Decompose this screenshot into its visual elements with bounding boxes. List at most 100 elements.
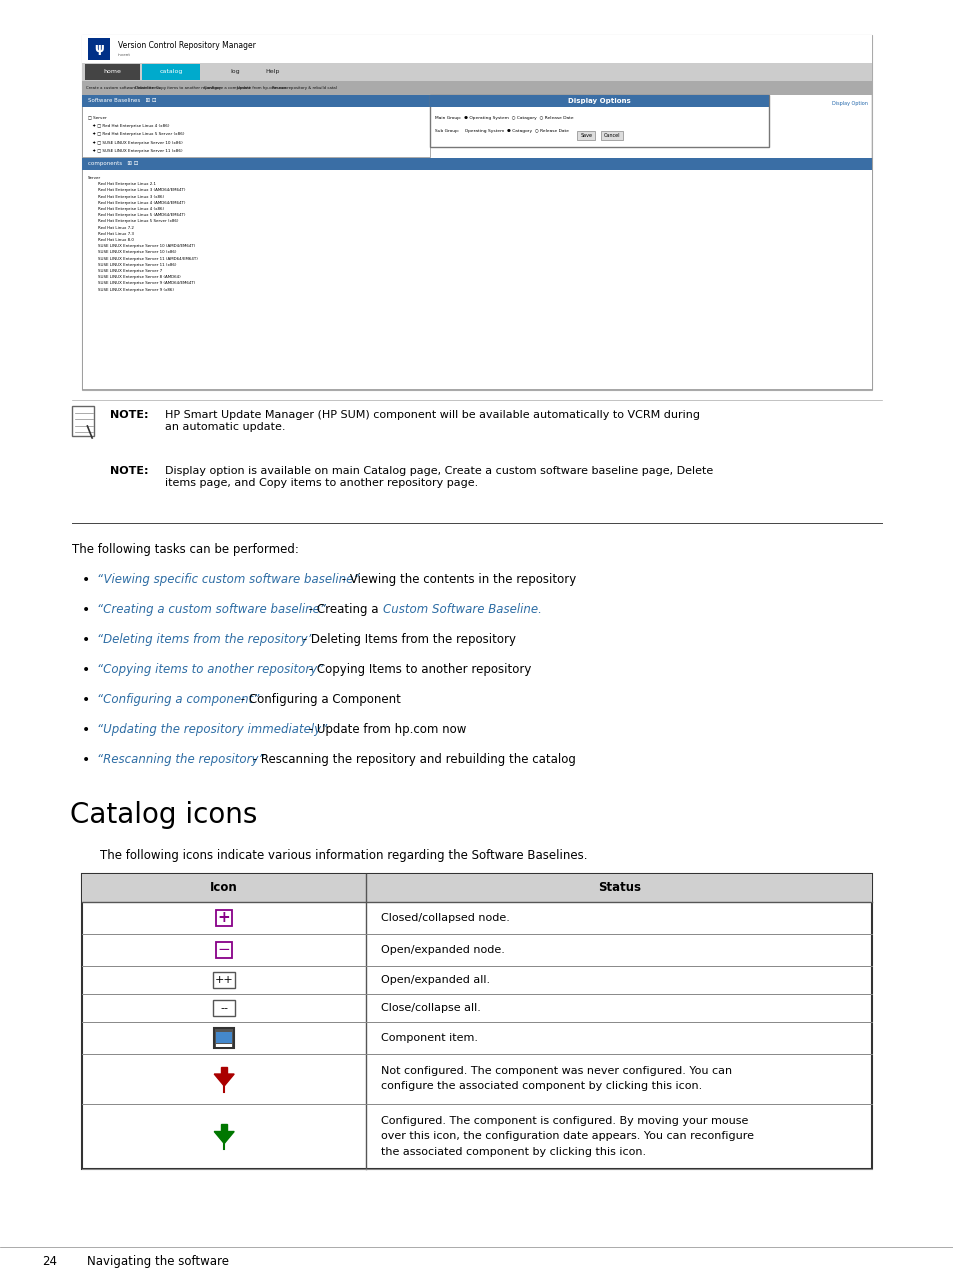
Text: Update from hp.com now: Update from hp.com now	[237, 86, 287, 90]
Text: home: home	[104, 70, 121, 75]
Text: SUSE LINUX Enterprise Server 9 (AMD64/EM64T): SUSE LINUX Enterprise Server 9 (AMD64/EM…	[98, 281, 195, 286]
Polygon shape	[221, 1125, 227, 1131]
Text: Main Group:  ● Operating System  ○ Catagory  ○ Release Date: Main Group: ● Operating System ○ Catagor…	[435, 116, 573, 119]
Bar	[82, 64, 871, 81]
Text: “Configuring a component”: “Configuring a component”	[97, 693, 259, 705]
Text: NOTE:: NOTE:	[110, 466, 149, 477]
Text: NOTE:: NOTE:	[110, 411, 149, 419]
Bar	[82, 95, 429, 158]
Text: Display Options: Display Options	[567, 98, 630, 104]
Text: Delete items: Delete items	[134, 86, 159, 90]
Text: “Updating the repository immediately”: “Updating the repository immediately”	[97, 723, 327, 736]
Text: Save: Save	[579, 133, 592, 139]
Text: Version Control Repository Manager: Version Control Repository Manager	[118, 41, 255, 50]
Text: ✦ □ SUSE LINUX Enterprise Server 10 (x86): ✦ □ SUSE LINUX Enterprise Server 10 (x86…	[90, 141, 183, 145]
Bar	[82, 81, 871, 95]
Text: SUSE LINUX Enterprise Server 9 (x86): SUSE LINUX Enterprise Server 9 (x86)	[98, 287, 173, 291]
Bar	[82, 36, 871, 64]
Text: Red Hat Enterprise Linux 5 Server (x86): Red Hat Enterprise Linux 5 Server (x86)	[98, 220, 178, 224]
Text: “Copying items to another repository”: “Copying items to another repository”	[97, 663, 323, 676]
Text: Icon: Icon	[210, 882, 238, 895]
Text: Red Hat Enterprise Linux 3 (x86): Red Hat Enterprise Linux 3 (x86)	[98, 194, 164, 198]
Text: −: −	[217, 942, 231, 957]
Text: Red Hat Enterprise Linux 3 (AMD64/EM64T): Red Hat Enterprise Linux 3 (AMD64/EM64T)	[98, 188, 185, 192]
Bar	[213, 972, 235, 988]
Text: - Configuring a Component: - Configuring a Component	[237, 693, 401, 705]
Text: Red Hat Linux 7.3: Red Hat Linux 7.3	[98, 231, 133, 236]
Bar	[85, 64, 140, 80]
Text: SUSE LINUX Enterprise Server 10 (x86): SUSE LINUX Enterprise Server 10 (x86)	[98, 250, 176, 254]
Bar	[83, 36, 870, 389]
Text: Open/expanded node.: Open/expanded node.	[381, 944, 505, 955]
Text: log: log	[230, 70, 239, 75]
Text: Component item.: Component item.	[381, 1032, 477, 1042]
Text: --: --	[220, 1003, 228, 1013]
Text: SUSE LINUX Enterprise Server 8 (AMD64): SUSE LINUX Enterprise Server 8 (AMD64)	[98, 276, 180, 280]
Text: Red Hat Enterprise Linux 5 (AMD64/EM64T): Red Hat Enterprise Linux 5 (AMD64/EM64T)	[98, 214, 185, 217]
Text: The following icons indicate various information regarding the Software Baseline: The following icons indicate various inf…	[100, 849, 587, 862]
Text: Configured. The component is configured. By moving your mouse: Configured. The component is configured.…	[381, 1116, 748, 1126]
Text: •: •	[82, 693, 91, 707]
Text: Red Hat Enterprise Linux 4 (x86): Red Hat Enterprise Linux 4 (x86)	[98, 207, 164, 211]
Text: components   ⊞ ⊡: components ⊞ ⊡	[88, 161, 138, 167]
Text: catalog: catalog	[159, 70, 182, 75]
Text: “Viewing specific custom software baseline”: “Viewing specific custom software baseli…	[97, 573, 359, 586]
Text: SUSE LINUX Enterprise Server 7: SUSE LINUX Enterprise Server 7	[98, 269, 162, 273]
Text: •: •	[82, 602, 91, 616]
Text: Rescan repository & rebuild catal: Rescan repository & rebuild catal	[272, 86, 336, 90]
Bar	[82, 36, 871, 390]
Text: Configure a component: Configure a component	[204, 86, 251, 90]
Text: Cancel: Cancel	[603, 133, 620, 139]
Bar	[82, 158, 871, 389]
Text: Software Baselines   ⊞ ⊡: Software Baselines ⊞ ⊡	[88, 98, 156, 103]
Text: •: •	[82, 633, 91, 647]
Text: “Deleting items from the repository”: “Deleting items from the repository”	[97, 633, 314, 646]
Polygon shape	[214, 1131, 233, 1144]
Text: •: •	[82, 663, 91, 677]
Text: Sub Group:    Operating System  ● Catagory  ○ Release Date: Sub Group: Operating System ● Catagory ○…	[435, 128, 568, 133]
Text: the associated component by clicking this icon.: the associated component by clicking thi…	[381, 1146, 646, 1157]
Text: HP Smart Update Manager (HP SUM) component will be available automatically to VC: HP Smart Update Manager (HP SUM) compone…	[165, 411, 700, 432]
Text: SUSE LINUX Enterprise Server 11 (AMD64/EM64T): SUSE LINUX Enterprise Server 11 (AMD64/E…	[98, 257, 197, 261]
Text: Custom Software Baseline.: Custom Software Baseline.	[383, 602, 541, 616]
Text: •: •	[82, 723, 91, 737]
Text: - Deleting Items from the repository: - Deleting Items from the repository	[299, 633, 516, 646]
Bar	[577, 131, 595, 140]
Text: Navigating the software: Navigating the software	[87, 1254, 229, 1268]
Text: Display option is available on main Catalog page, Create a custom software basel: Display option is available on main Cata…	[165, 466, 713, 488]
Text: •: •	[82, 573, 91, 587]
Bar	[88, 38, 110, 60]
Text: - Copying Items to another repository: - Copying Items to another repository	[304, 663, 531, 676]
Text: SUSE LINUX Enterprise Server 10 (AMD4/EM64T): SUSE LINUX Enterprise Server 10 (AMD4/EM…	[98, 244, 195, 248]
Text: ✦ □ Red Hat Enterprise Linux 5 Server (x86): ✦ □ Red Hat Enterprise Linux 5 Server (x…	[90, 132, 184, 136]
Text: - Rescanning the repository and rebuilding the catalog: - Rescanning the repository and rebuildi…	[249, 752, 575, 766]
Text: •: •	[82, 752, 91, 766]
Text: Open/expanded all.: Open/expanded all.	[381, 975, 490, 985]
Text: - Creating a: - Creating a	[304, 602, 381, 616]
Bar	[71, 405, 94, 436]
Bar	[216, 910, 232, 927]
Text: Red Hat Linux 8.0: Red Hat Linux 8.0	[98, 238, 133, 241]
Text: The following tasks can be performed:: The following tasks can be performed:	[71, 543, 298, 555]
Text: ψ: ψ	[94, 42, 104, 56]
Bar	[82, 874, 871, 1169]
Text: - Viewing the contents in the repository: - Viewing the contents in the repository	[338, 573, 577, 586]
Text: ++: ++	[214, 975, 233, 985]
Bar	[82, 874, 871, 902]
Bar	[429, 95, 768, 147]
Text: - Update from hp.com now: - Update from hp.com now	[304, 723, 466, 736]
Text: Red Hat Enterprise Linux 4 (AMD64/EM64T): Red Hat Enterprise Linux 4 (AMD64/EM64T)	[98, 201, 185, 205]
Text: Server: Server	[88, 175, 101, 180]
Bar	[429, 95, 768, 107]
Text: Not configured. The component was never configured. You can: Not configured. The component was never …	[381, 1066, 732, 1075]
Bar	[216, 1043, 232, 1047]
Text: Copy items to another repository: Copy items to another repository	[156, 86, 221, 90]
Text: ✦ □ Red Hat Enterprise Linux 4 (x86): ✦ □ Red Hat Enterprise Linux 4 (x86)	[90, 123, 170, 127]
Bar	[82, 158, 871, 170]
Text: ✦ □ SUSE LINUX Enterprise Server 11 (x86): ✦ □ SUSE LINUX Enterprise Server 11 (x86…	[90, 149, 182, 154]
Bar	[142, 64, 200, 80]
Polygon shape	[214, 1074, 233, 1085]
Text: Help: Help	[265, 70, 279, 75]
Text: configure the associated component by clicking this icon.: configure the associated component by cl…	[381, 1082, 702, 1092]
Text: Status: Status	[598, 882, 640, 895]
